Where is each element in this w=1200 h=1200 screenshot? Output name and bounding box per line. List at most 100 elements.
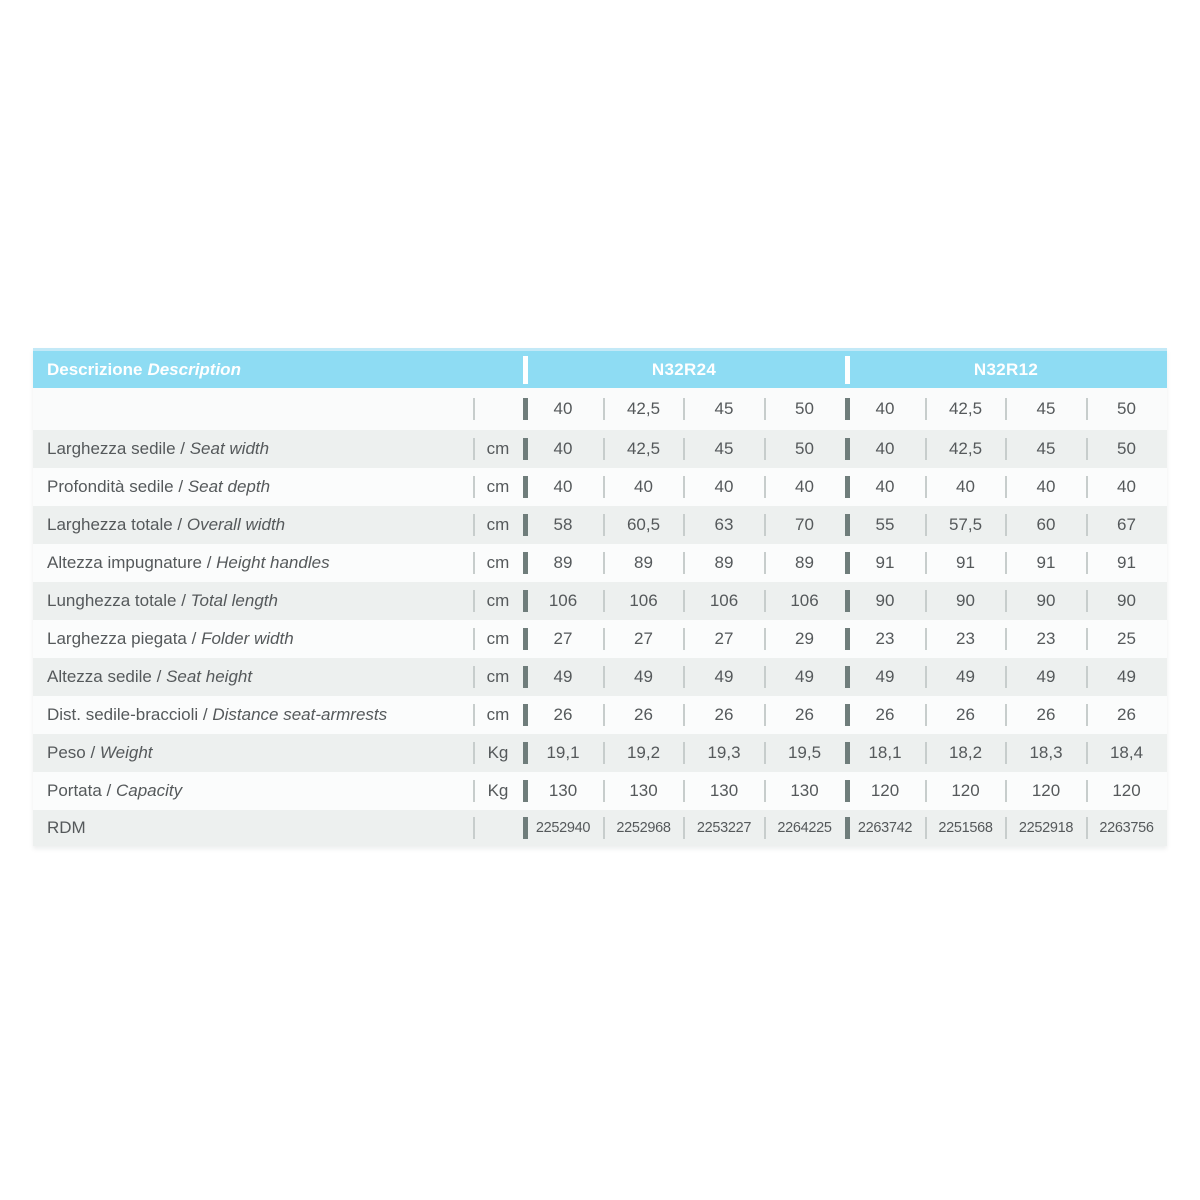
value-cell: 67: [1117, 515, 1136, 534]
group-separator: [845, 666, 850, 688]
column-separator: [924, 628, 927, 650]
label-separator: /: [176, 591, 191, 610]
unit-column-separator: [473, 552, 475, 574]
column-separator: [924, 398, 927, 420]
column-separator: [763, 590, 766, 612]
value-cell: 130: [548, 781, 578, 800]
unit-cell: cm: [486, 515, 510, 534]
row-label-en: Distance seat-armrests: [212, 705, 388, 724]
value-cell: 90: [1117, 591, 1136, 610]
column-separator: [602, 476, 605, 498]
unit-cell: Kg: [487, 781, 509, 800]
column-separator: [1005, 780, 1007, 802]
value-cell: 42,5: [626, 439, 661, 458]
value-cell: 26: [1036, 705, 1056, 724]
row-label-it: Dist. sedile-braccioli: [47, 705, 199, 724]
column-separator: [763, 514, 766, 536]
value-cell: 2252918: [1018, 820, 1074, 836]
unit-cell: cm: [486, 667, 510, 686]
table-row: Profondità sedile / Seat depth cm 40 40 40 40…: [33, 468, 1167, 506]
unit-column-separator: [473, 780, 475, 802]
row-label-en: Folder width: [201, 629, 294, 648]
unit-cell: cm: [486, 705, 510, 724]
value-cell: 26: [714, 705, 734, 724]
value-cell: 2251568: [938, 820, 993, 836]
sizes-row-empty-label: [33, 388, 473, 430]
column-separator: [683, 476, 685, 498]
column-separator: [602, 514, 605, 536]
column-separator: [763, 438, 766, 460]
column-separator: [602, 552, 605, 574]
table-header-row: Descrizione Description N32R24 N32R12: [33, 348, 1167, 388]
unit-column-separator: [473, 628, 475, 650]
row-label-en: Seat width: [189, 439, 270, 458]
column-separator: [683, 398, 685, 420]
value-cell: 89: [553, 553, 573, 572]
value-cell: 40: [875, 477, 895, 496]
row-label: Larghezza sedile / Seat width: [33, 430, 473, 468]
value-cell: 23: [1036, 629, 1056, 648]
column-separator: [763, 704, 766, 726]
value-cell: 89: [634, 553, 653, 572]
column-separator: [602, 742, 605, 764]
label-separator: /: [173, 477, 188, 496]
row-label: RDM: [33, 810, 473, 846]
group-separator: [523, 590, 528, 612]
group-separator: [523, 704, 528, 726]
value-cell: 40: [875, 399, 895, 418]
table-row: Altezza sedile / Seat height cm 49 49 49 49 49…: [33, 658, 1167, 696]
row-label: Altezza sedile / Seat height: [33, 658, 473, 696]
table-body: 40 42,5 45 50 40 42,5 45 50 Larghezza sedile / S…: [33, 388, 1167, 846]
unit-cell: cm: [486, 553, 510, 572]
column-separator: [1005, 817, 1007, 839]
column-separator: [924, 438, 927, 460]
column-separator: [1085, 704, 1088, 726]
unit-column-separator: [473, 590, 475, 612]
value-cell: 2253227: [696, 820, 752, 836]
row-label-it: Lunghezza totale: [47, 591, 177, 610]
column-separator: [602, 590, 605, 612]
value-cell: 120: [1031, 781, 1061, 800]
value-cell: 18,1: [868, 743, 902, 762]
row-label-en: Height handles: [216, 553, 330, 572]
value-cell: 89: [795, 553, 814, 572]
column-separator: [602, 666, 605, 688]
column-separator: [683, 628, 685, 650]
value-cell: 91: [1117, 553, 1136, 572]
value-cell: 2252968: [616, 820, 671, 836]
value-cell: 55: [875, 515, 895, 534]
value-cell: 40: [714, 477, 734, 496]
spec-table: Descrizione Description N32R24 N32R12 40…: [33, 348, 1167, 846]
group-separator: [845, 780, 850, 802]
header-description-cell: Descrizione Description: [33, 351, 473, 388]
label-separator: /: [101, 781, 116, 800]
label-separator: /: [198, 705, 213, 724]
value-cell: 50: [795, 399, 814, 418]
column-separator: [1005, 666, 1007, 688]
table-row: Altezza impugnature / Height handles cm 89…: [33, 544, 1167, 582]
value-cell: 27: [634, 629, 653, 648]
table-sizes-row: 40 42,5 45 50 40 42,5 45 50: [33, 388, 1167, 430]
row-label: Peso / Weight: [33, 734, 473, 772]
value-cell: 57,5: [948, 515, 983, 534]
value-cell: 25: [1117, 629, 1136, 648]
column-separator: [1005, 552, 1007, 574]
column-separator: [1085, 628, 1088, 650]
unit-column-separator: [473, 514, 475, 536]
value-cell: 2264225: [777, 820, 832, 836]
column-separator: [1085, 438, 1088, 460]
sizes-row-empty-unit: [473, 388, 523, 430]
column-separator: [1005, 742, 1007, 764]
column-separator: [602, 398, 605, 420]
value-cell: 40: [795, 477, 814, 496]
unit-cell: cm: [486, 629, 510, 648]
value-cell: 49: [1036, 667, 1056, 686]
group-separator: [845, 704, 850, 726]
value-cell: 40: [553, 439, 573, 458]
label-separator: /: [172, 515, 187, 534]
column-separator: [1085, 590, 1088, 612]
column-separator: [602, 628, 605, 650]
group-separator: [523, 398, 528, 420]
group-separator: [523, 742, 528, 764]
